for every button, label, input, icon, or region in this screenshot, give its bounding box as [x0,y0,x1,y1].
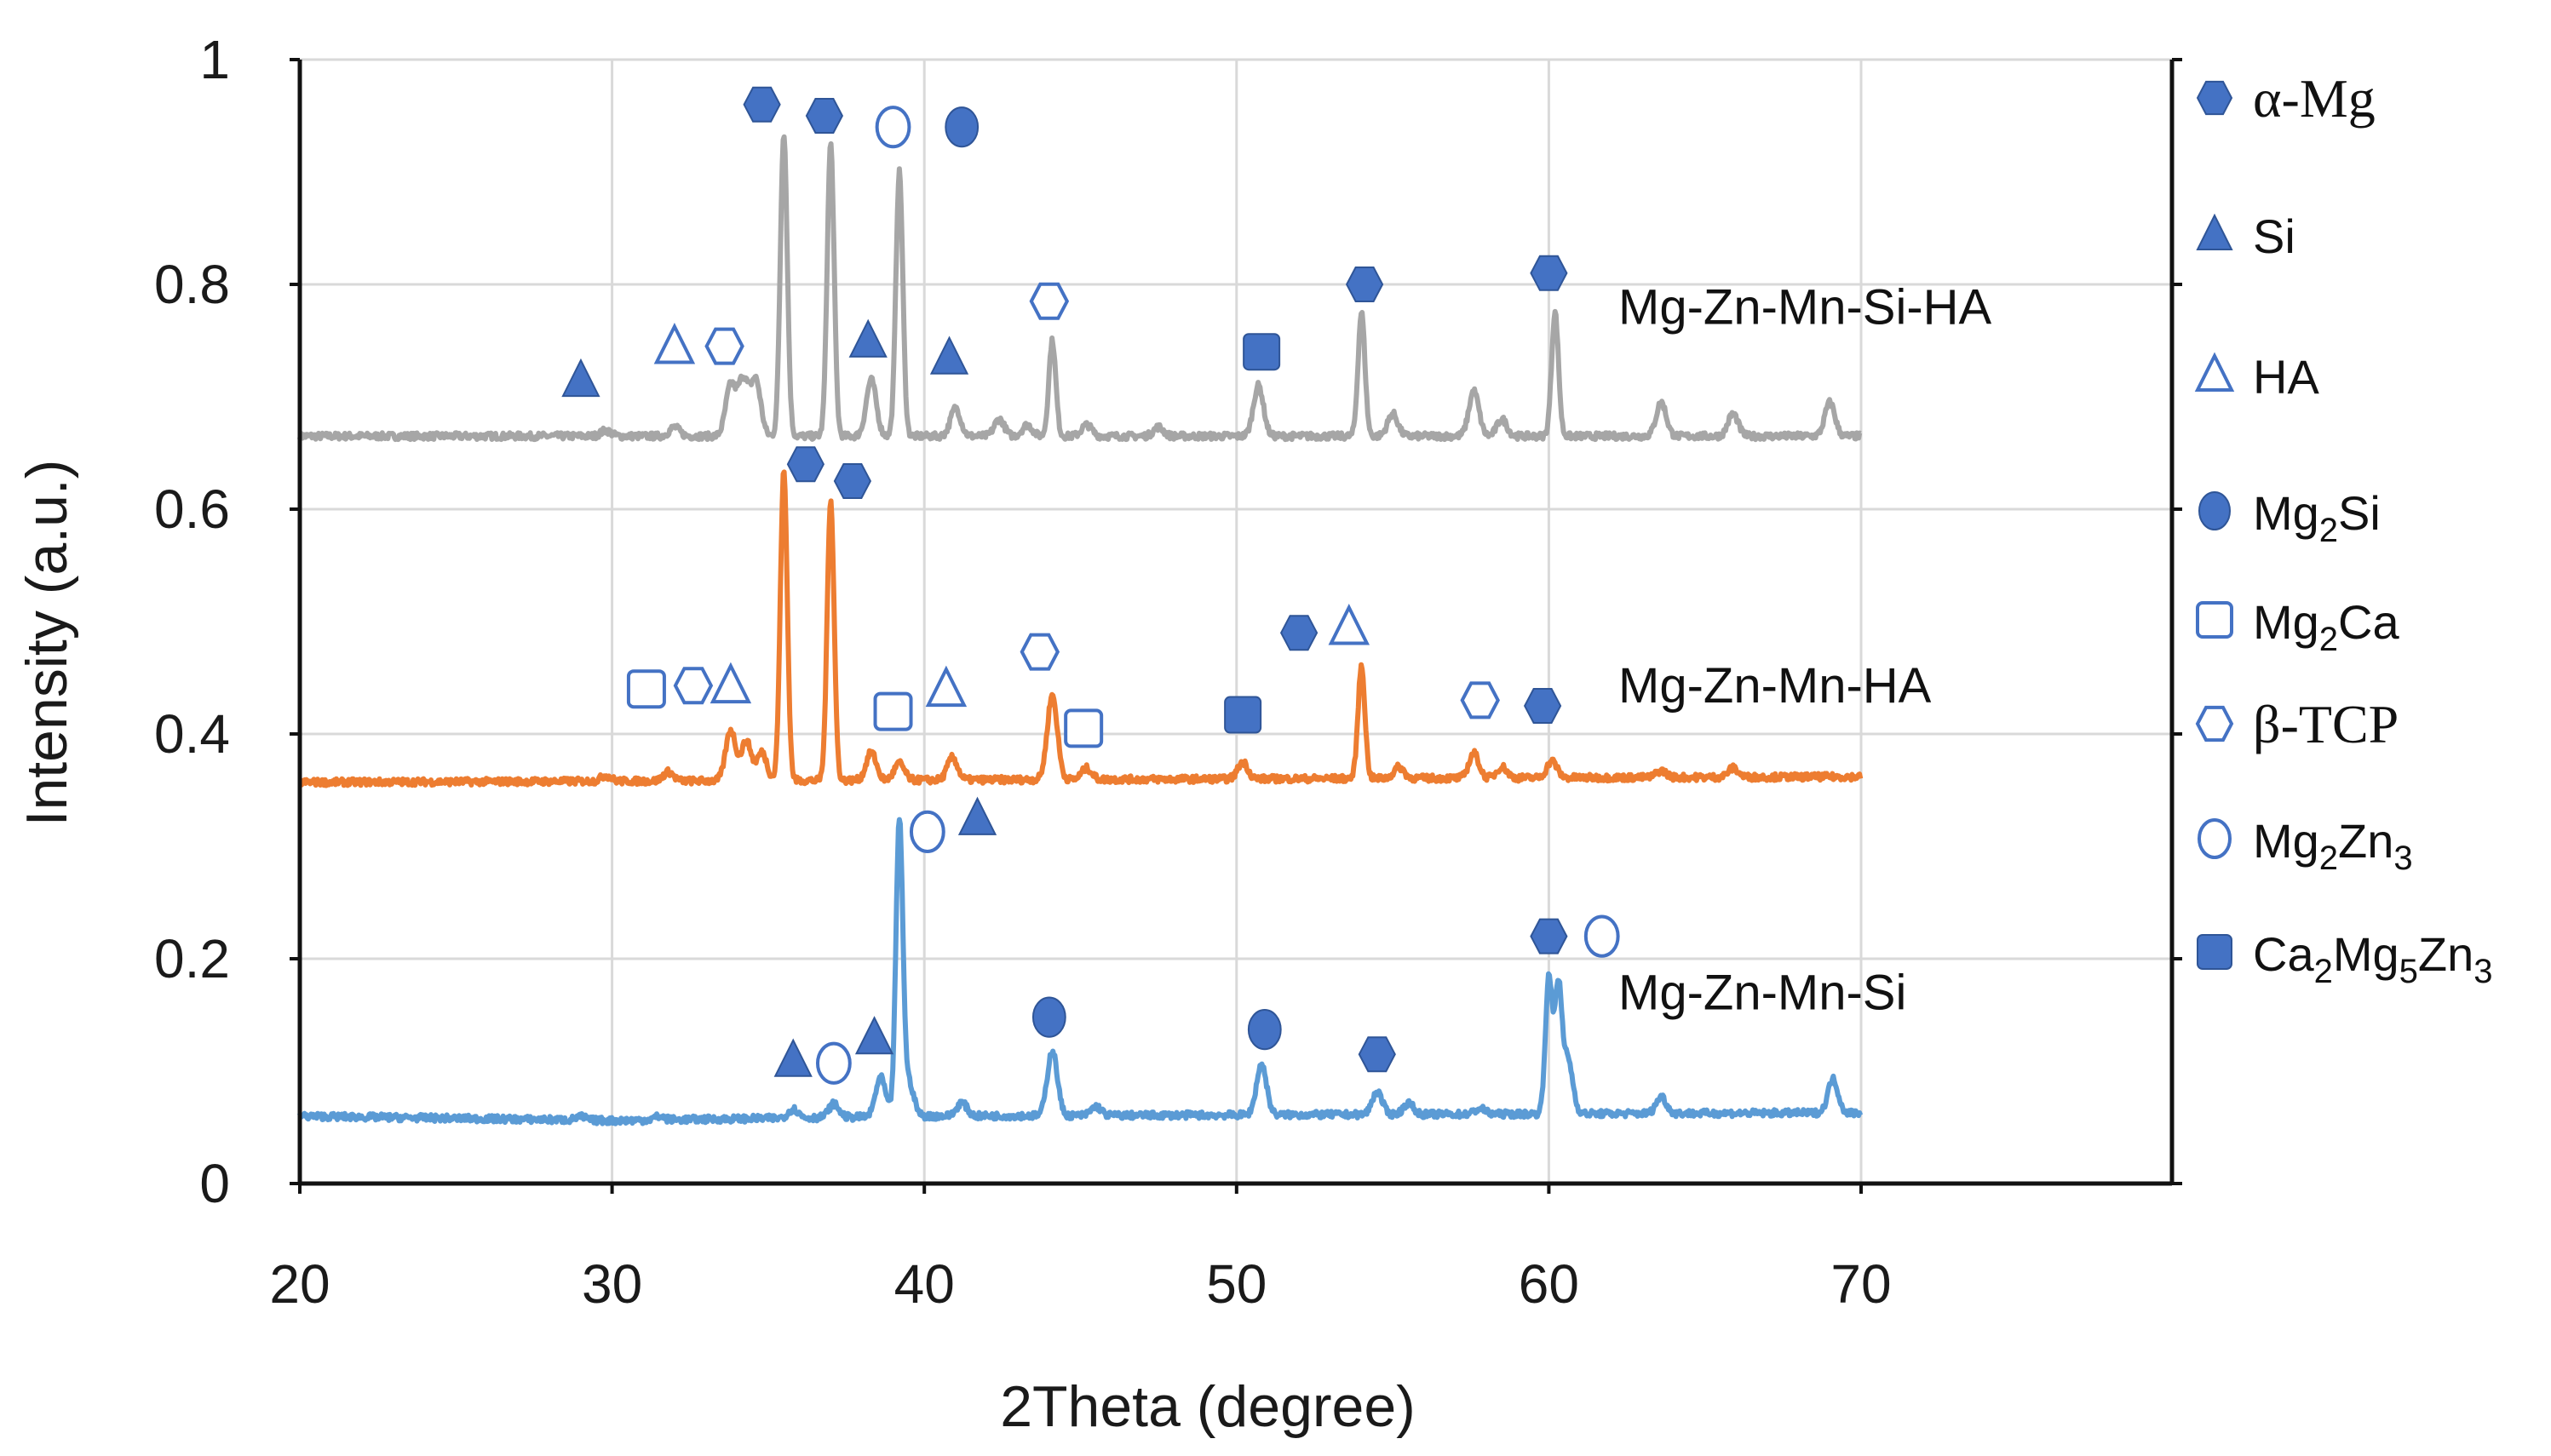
marker-triangle-open-5 [653,323,696,364]
x-tick-label-1: 30 [582,1253,642,1315]
legend-label-3: Mg2Si [2253,486,2381,549]
series-label-2: Mg-Zn-Mn-Si [1618,966,1906,1021]
marker-triangle-open-17 [710,662,752,704]
y-tick-label-3: 0.6 [154,479,230,540]
marker-triangle-filled-4 [561,358,600,398]
series-labels: Mg-Zn-Mn-Si-HA Mg-Zn-Mn-HA Mg-Zn-Mn-Si [1618,279,1992,1020]
marker-hexagon-filled-34 [1358,1036,1396,1073]
phase-markers [561,86,1620,1085]
marker-circle-filled-33 [1247,1009,1282,1051]
legend-hexagon-open-icon [2195,705,2234,742]
marker-triangle-filled-7 [848,318,888,358]
marker-circle-open-27 [909,810,945,853]
legend-label-0: α-Mg [2253,68,2376,129]
marker-hexagon-filled-35 [1530,918,1568,954]
y-tick-label-2: 0.4 [154,703,230,765]
marker-hexagon-open-9 [1029,282,1070,320]
y-tick-labels: 0 0.2 0.4 0.6 0.8 1 [154,29,230,1214]
legend-triangle-open-icon [2194,352,2235,392]
series-label-1: Mg-Zn-Mn-HA [1618,658,1932,714]
marker-triangle-open-20 [925,665,968,708]
marker-hexagon-filled-26 [1523,688,1562,724]
marker-hexagon-filled-0 [743,86,781,123]
x-tick-label-2: 40 [894,1253,955,1315]
y-tick-label-1: 0.2 [154,928,230,989]
marker-hexagon-open-18 [1020,633,1060,671]
legend-hexagon-filled-icon [2196,80,2233,116]
marker-circle-filled-3 [945,106,980,148]
series-line-1 [298,469,1864,788]
series-label-0: Mg-Zn-Mn-Si-HA [1618,279,1992,335]
legend: α-Mg Si HA Mg2Si Mg2Ca β-TCP Mg2Zn3 Ca2Mg5Zn3 [2194,68,2493,990]
series-group [297,134,1864,1126]
marker-circle-filled-32 [1031,996,1066,1038]
marker-square-filled-22 [1224,696,1262,734]
x-tick-label-5: 70 [1830,1253,1891,1315]
marker-hexagon-filled-23 [1279,615,1319,651]
marker-triangle-filled-8 [929,335,969,375]
legend-triangle-filled-icon [2196,213,2233,250]
marker-square-open-19 [873,691,913,731]
marker-square-open-21 [1064,708,1104,748]
marker-hexagon-filled-13 [786,446,825,483]
plot-frame [290,58,2182,1194]
legend-label-6: Mg2Zn3 [2253,814,2413,877]
x-axis-title: 2Theta (degree) [1000,1374,1416,1439]
marker-triangle-filled-31 [854,1016,894,1055]
y-tick-label-5: 1 [199,29,230,90]
y-tick-label-0: 0 [199,1153,230,1214]
series-line-2 [297,817,1864,1126]
marker-circle-open-2 [875,106,911,149]
x-tick-label-0: 20 [269,1253,330,1315]
marker-square-filled-10 [1243,333,1281,371]
marker-hexagon-filled-14 [833,463,872,499]
legend-label-1: Si [2253,209,2295,263]
marker-hexagon-filled-1 [805,98,844,134]
legend-circle-filled-icon [2198,491,2231,530]
y-tick-label-4: 0.8 [154,254,230,315]
legend-label-4: Mg2Ca [2253,595,2399,658]
marker-hexagon-open-16 [673,667,714,705]
marker-triangle-filled-28 [957,796,997,835]
marker-circle-open-36 [1583,914,1620,958]
marker-hexagon-filled-11 [1345,267,1384,302]
x-tick-labels: 20 30 40 50 60 70 [269,1253,1891,1315]
y-axis-title: Intensity (a.u.) [14,460,79,827]
legend-square-open-icon [2196,601,2233,639]
marker-triangle-filled-29 [773,1038,813,1077]
series-line-0 [297,134,1863,443]
x-tick-label-4: 60 [1519,1253,1579,1315]
legend-label-7: Ca2Mg5Zn3 [2253,927,2493,990]
marker-hexagon-filled-12 [1530,255,1568,291]
marker-hexagon-open-25 [1460,681,1500,719]
grid-lines [298,58,2172,1185]
x-tick-label-3: 50 [1206,1253,1267,1315]
marker-square-open-15 [626,669,666,709]
marker-triangle-open-24 [1328,604,1370,645]
legend-label-2: HA [2253,350,2319,404]
legend-square-filled-icon [2197,934,2232,970]
legend-label-5: β-TCP [2253,694,2399,754]
legend-circle-open-icon [2198,818,2232,859]
marker-hexagon-open-6 [704,327,744,365]
marker-circle-open-30 [815,1041,852,1085]
